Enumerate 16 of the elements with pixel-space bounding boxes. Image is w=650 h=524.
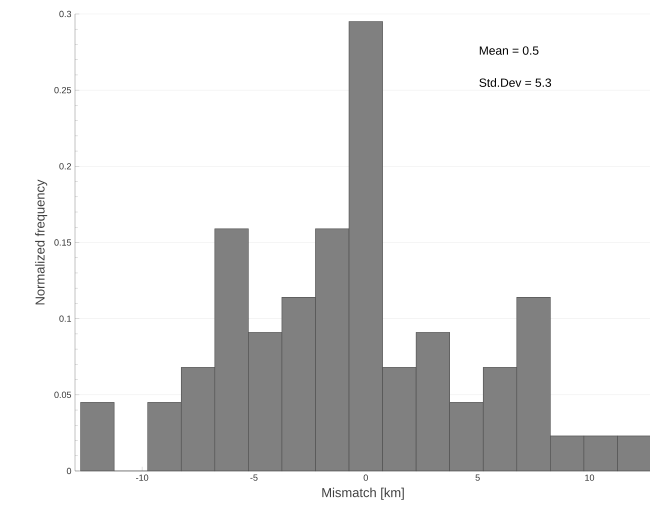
annotation: Std.Dev = 5.3 <box>479 78 552 87</box>
y-tick-label: 0.05 <box>54 392 72 398</box>
y-axis-title: Normalized frequency <box>35 180 48 304</box>
y-tick-label: 0.1 <box>59 315 72 322</box>
x-tick-label: 10 <box>585 474 594 481</box>
y-tick-label: 0.2 <box>59 163 72 170</box>
annotation: Mean = 0.5 <box>480 46 538 55</box>
y-tick-label: 0.3 <box>59 10 72 18</box>
x-tick-label: -10 <box>136 474 148 481</box>
x-tick-label: 5 <box>476 474 480 481</box>
y-tick-label: 0.25 <box>54 86 72 94</box>
y-tick-label: 0 <box>66 468 72 474</box>
x-tick-label: 0 <box>364 474 368 481</box>
x-tick-label: -5 <box>250 474 258 481</box>
x-axis-title: Mismatch [km] <box>322 488 404 500</box>
y-tick-label: 0.15 <box>54 239 72 246</box>
